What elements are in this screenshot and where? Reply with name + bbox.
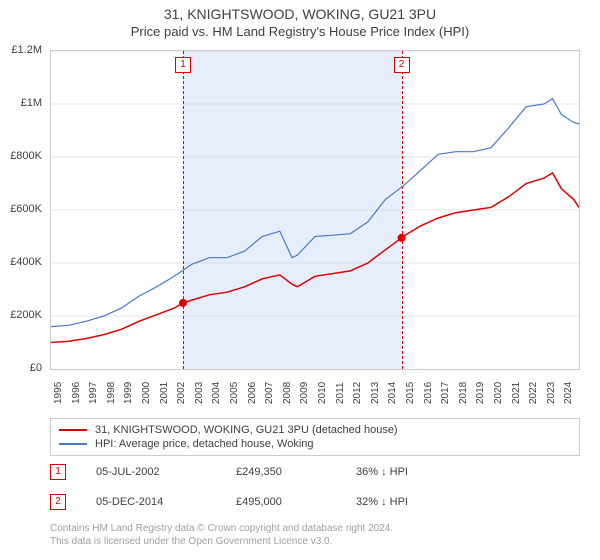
sale-row-1: 1 05-JUL-2002 £249,350 36% ↓ HPI bbox=[50, 464, 580, 480]
page-subtitle: Price paid vs. HM Land Registry's House … bbox=[0, 24, 600, 39]
sale-diff: 36% ↓ HPI bbox=[356, 466, 456, 478]
x-tick-label: 1999 bbox=[123, 382, 134, 404]
chart-plot-area: 12 bbox=[50, 50, 580, 370]
x-tick-label: 2004 bbox=[211, 382, 222, 404]
x-tick-label: 2010 bbox=[317, 382, 328, 404]
legend-swatch bbox=[59, 443, 87, 445]
x-tick-label: 2003 bbox=[194, 382, 205, 404]
sale-price: £249,350 bbox=[236, 466, 356, 478]
footer-line-1: Contains HM Land Registry data © Crown c… bbox=[50, 522, 393, 535]
x-tick-label: 2022 bbox=[528, 382, 539, 404]
page-title: 31, KNIGHTSWOOD, WOKING, GU21 3PU bbox=[0, 6, 600, 22]
x-tick-label: 2008 bbox=[282, 382, 293, 404]
x-tick-label: 2014 bbox=[387, 382, 398, 404]
legend-label: HPI: Average price, detached house, Woki… bbox=[95, 438, 314, 450]
x-tick-label: 2000 bbox=[141, 382, 152, 404]
title-block: 31, KNIGHTSWOOD, WOKING, GU21 3PU Price … bbox=[0, 0, 600, 39]
y-tick-label: £800K bbox=[10, 150, 42, 162]
legend: 31, KNIGHTSWOOD, WOKING, GU21 3PU (detac… bbox=[50, 418, 580, 456]
x-tick-label: 1995 bbox=[53, 382, 64, 404]
y-tick-label: £1.2M bbox=[11, 44, 42, 56]
x-tick-label: 2005 bbox=[229, 382, 240, 404]
x-tick-label: 2015 bbox=[405, 382, 416, 404]
event-marker-2: 2 bbox=[394, 57, 410, 73]
sale-badge: 1 bbox=[50, 464, 66, 480]
sale-diff: 32% ↓ HPI bbox=[356, 496, 456, 508]
x-tick-label: 2017 bbox=[440, 382, 451, 404]
y-tick-label: £200K bbox=[10, 309, 42, 321]
x-tick-label: 2007 bbox=[264, 382, 275, 404]
legend-swatch bbox=[59, 429, 87, 431]
x-tick-label: 2016 bbox=[423, 382, 434, 404]
y-tick-label: £600K bbox=[10, 203, 42, 215]
x-tick-label: 2013 bbox=[370, 382, 381, 404]
x-tick-label: 2019 bbox=[475, 382, 486, 404]
x-tick-label: 1998 bbox=[106, 382, 117, 404]
x-tick-label: 2018 bbox=[458, 382, 469, 404]
y-axis-labels: £0£200K£400K£600K£800K£1M£1.2M bbox=[0, 50, 46, 370]
sale-date: 05-DEC-2014 bbox=[96, 496, 236, 508]
x-tick-label: 2006 bbox=[247, 382, 258, 404]
x-tick-label: 2002 bbox=[176, 382, 187, 404]
x-tick-label: 1997 bbox=[88, 382, 99, 404]
chart-container: 31, KNIGHTSWOOD, WOKING, GU21 3PU Price … bbox=[0, 0, 600, 560]
x-tick-label: 2023 bbox=[546, 382, 557, 404]
legend-item-hpi: HPI: Average price, detached house, Woki… bbox=[59, 437, 571, 451]
x-tick-label: 2021 bbox=[511, 382, 522, 404]
x-tick-label: 2012 bbox=[352, 382, 363, 404]
footer: Contains HM Land Registry data © Crown c… bbox=[50, 522, 393, 548]
event-marker-1: 1 bbox=[175, 57, 191, 73]
legend-label: 31, KNIGHTSWOOD, WOKING, GU21 3PU (detac… bbox=[95, 424, 398, 436]
y-tick-label: £0 bbox=[30, 362, 42, 374]
x-tick-label: 2001 bbox=[159, 382, 170, 404]
legend-item-property: 31, KNIGHTSWOOD, WOKING, GU21 3PU (detac… bbox=[59, 423, 571, 437]
chart-svg bbox=[51, 51, 579, 369]
y-tick-label: £1M bbox=[21, 97, 42, 109]
x-axis-labels: 1995 1996 1997 1998 1999 2000 2001 2002 2003 2004… bbox=[50, 374, 580, 414]
sale-badge: 2 bbox=[50, 494, 66, 510]
x-tick-label: 1996 bbox=[71, 382, 82, 404]
x-tick-label: 2024 bbox=[563, 382, 574, 404]
sale-price: £495,000 bbox=[236, 496, 356, 508]
x-tick-label: 2011 bbox=[335, 382, 346, 404]
sale-date: 05-JUL-2002 bbox=[96, 466, 236, 478]
y-tick-label: £400K bbox=[10, 256, 42, 268]
x-tick-label: 2009 bbox=[299, 382, 310, 404]
sale-row-2: 2 05-DEC-2014 £495,000 32% ↓ HPI bbox=[50, 494, 580, 510]
footer-line-2: This data is licensed under the Open Gov… bbox=[50, 535, 393, 548]
x-tick-label: 2020 bbox=[493, 382, 504, 404]
